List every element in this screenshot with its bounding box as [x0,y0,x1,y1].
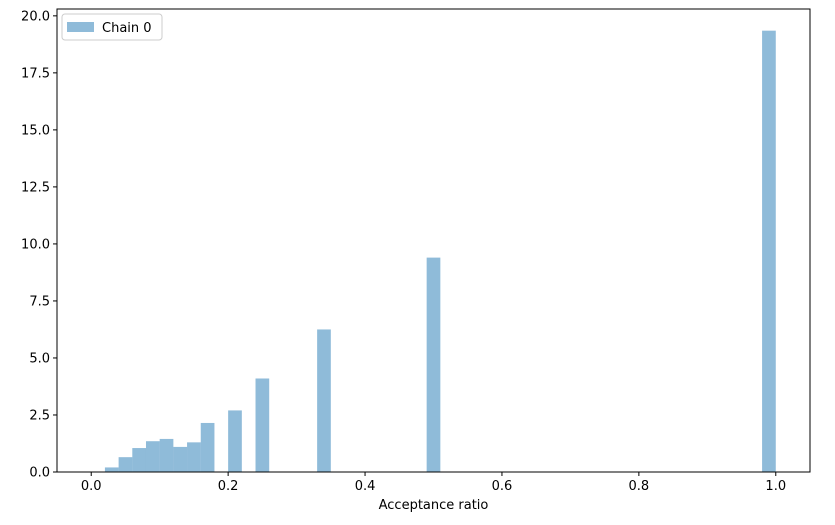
histogram-bar [187,442,201,472]
y-tick-label: 2.5 [29,408,50,423]
histogram-bar [762,30,776,472]
histogram-bar [426,257,441,472]
bars-layer [104,30,776,472]
y-tick-label: 15.0 [21,123,50,138]
x-tick-label: 0.4 [355,479,376,494]
histogram-bar [173,446,188,472]
legend-entry-label: Chain 0 [102,21,152,36]
histogram-bar [145,441,160,472]
histogram-bar [104,467,119,472]
x-tick-label: 1.0 [765,479,786,494]
x-axis-label: Acceptance ratio [379,498,489,513]
histogram-bar [317,329,331,472]
histogram-bar [255,378,270,472]
y-tick-label: 20.0 [21,9,50,24]
y-tick-label: 5.0 [29,351,50,366]
y-tick-label: 0.0 [29,466,50,481]
legend: Chain 0 [61,13,163,41]
plot-frame [56,8,811,473]
x-tick-label: 0.6 [492,479,513,494]
y-tick-label: 7.5 [29,294,50,309]
histogram-bar [118,457,133,472]
y-tick-label: 17.5 [21,66,50,81]
y-tick-label: 10.0 [21,237,50,252]
histogram-bar [228,410,242,472]
y-axis-ticks: 0.0 2.5 5.0 7.5 10.0 12.5 15.0 17.5 20.0 [21,9,57,481]
y-tick-label: 12.5 [21,180,50,195]
x-axis-ticks: 0.0 0.2 0.4 0.6 0.8 1.0 [81,472,786,494]
legend-box [61,13,163,41]
x-tick-label: 0.0 [81,479,102,494]
histogram-bar [200,422,215,472]
x-tick-label: 0.8 [629,479,650,494]
histogram-bar [132,448,146,472]
legend-swatch [67,22,94,32]
histogram-bar [159,438,174,472]
x-tick-label: 0.2 [218,479,239,494]
